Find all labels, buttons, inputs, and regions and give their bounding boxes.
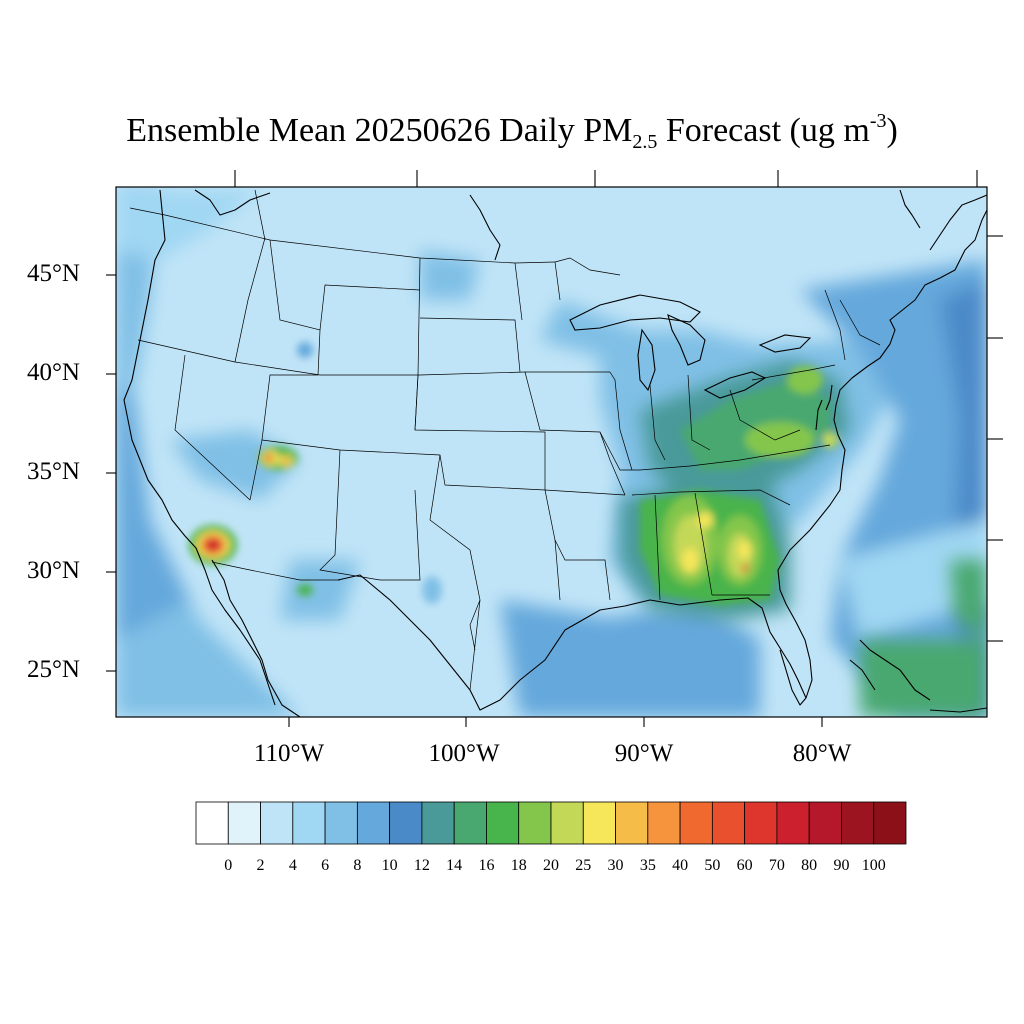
- colorbar-box-6: [389, 801, 423, 845]
- colorbar-box-10: [518, 801, 552, 845]
- colorbar-label: 50: [704, 857, 721, 874]
- colorbar-box-8: [453, 801, 487, 845]
- colorbar-box-21: [873, 801, 907, 845]
- colorbar-box-19: [808, 801, 842, 845]
- lat-label-25: 25°N: [26, 656, 80, 683]
- colorbar-label: 90: [833, 857, 850, 874]
- lat-label-45: 45°N: [26, 260, 80, 287]
- colorbar-box-1: [227, 801, 261, 845]
- lon-label-90w: 90°W: [614, 740, 674, 767]
- colorbar-label: 20: [543, 857, 559, 874]
- map-ticks: [106, 170, 1003, 727]
- colorbar-box-16: [711, 801, 746, 845]
- map-title: Ensemble Mean 20250626 Daily PM2.5 Forec…: [0, 110, 1024, 153]
- colorbar-box-18: [776, 801, 810, 845]
- colorbar-box-12: [582, 801, 616, 845]
- colorbar-label: 8: [353, 857, 362, 874]
- field-smoke-east: [640, 366, 838, 605]
- intl-borders: [129, 207, 621, 651]
- colorbar-box-15: [679, 801, 713, 845]
- colorbar-label: 80: [801, 857, 818, 874]
- colorbar: [195, 801, 907, 845]
- colorbar-label: 40: [672, 857, 689, 874]
- state-borders: [137, 189, 881, 691]
- colorbar-label: 12: [413, 857, 430, 874]
- lat-label-40: 40°N: [26, 359, 80, 386]
- colorbar-box-11: [550, 801, 584, 845]
- title-superscript: -3: [869, 110, 887, 132]
- field-hotspots-west: [189, 342, 442, 604]
- lon-label-100w: 100°W: [428, 740, 500, 767]
- colorbar-label: 6: [321, 857, 330, 874]
- colorbar-label: 16: [478, 857, 495, 874]
- colorbar-label: 30: [607, 857, 624, 874]
- pm25-field: [116, 187, 987, 717]
- colorbar-label: 35: [639, 857, 656, 874]
- title-middle: Forecast (ug m: [657, 112, 870, 149]
- lon-label-80w: 80°W: [792, 740, 852, 767]
- map-frame: [115, 186, 988, 718]
- title-prefix: Ensemble Mean 20250626 Daily PM: [126, 112, 633, 149]
- colorbar-box-9: [486, 801, 520, 845]
- lon-label-110w: 110°W: [253, 740, 325, 767]
- colorbar-box-14: [647, 801, 681, 845]
- colorbar-label: 0: [224, 857, 233, 874]
- colorbar-box-20: [841, 801, 875, 845]
- colorbar-label: 2: [256, 857, 265, 874]
- colorbar-box-0: [195, 801, 229, 845]
- colorbar-box-2: [260, 801, 294, 845]
- colorbar-box-4: [324, 801, 358, 845]
- lat-label-30: 30°N: [26, 557, 80, 584]
- colorbar-label: 14: [446, 857, 463, 874]
- colorbar-box-5: [356, 801, 391, 845]
- title-subscript: 2.5: [632, 131, 658, 153]
- colorbar-box-17: [744, 801, 778, 845]
- colorbar-label: 4: [288, 857, 297, 874]
- colorbar-label: 60: [736, 857, 753, 874]
- coastlines: [123, 189, 987, 717]
- title-suffix: ): [886, 112, 898, 149]
- colorbar-box-7: [421, 801, 455, 845]
- colorbar-label: 70: [768, 857, 785, 874]
- colorbar-label: 10: [381, 857, 398, 874]
- colorbar-label: 100: [861, 857, 886, 874]
- colorbar-label: 18: [510, 857, 527, 874]
- colorbar-box-13: [615, 801, 649, 845]
- lat-label-35: 35°N: [26, 458, 80, 485]
- colorbar-label: 25: [575, 857, 592, 874]
- colorbar-box-3: [292, 801, 326, 845]
